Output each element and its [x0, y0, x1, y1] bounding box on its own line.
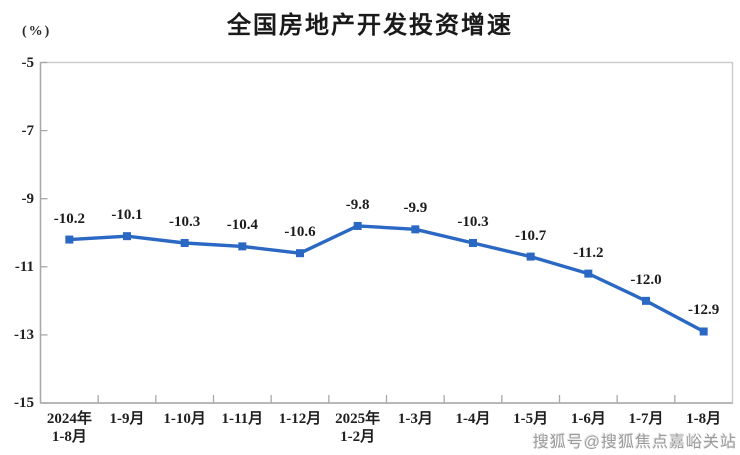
- data-label: -12.0: [630, 271, 662, 288]
- data-point-marker: [469, 238, 477, 247]
- data-label: -12.9: [688, 302, 720, 319]
- data-label: -10.2: [53, 210, 85, 227]
- data-point-marker: [584, 269, 593, 278]
- data-label: -9.8: [345, 196, 370, 213]
- x-tick-label: 2025年 1-2月: [335, 411, 381, 445]
- y-tick-label: -11: [14, 258, 34, 275]
- x-tick-label: 1-5月: [513, 411, 549, 427]
- x-tick-label: 1-10月: [163, 411, 206, 427]
- y-tick-label: -13: [14, 326, 34, 343]
- watermark: 搜狐号@搜狐焦点嘉峪关站: [532, 434, 737, 451]
- y-axis-unit-label: (%): [22, 24, 52, 39]
- data-point-marker: [296, 249, 304, 258]
- data-point-marker: [411, 225, 420, 234]
- x-tick-label: 2024年 1-8月: [46, 411, 92, 445]
- data-line: [67, 224, 706, 334]
- x-tick-label: 1-11月: [221, 411, 264, 427]
- data-label: -10.4: [226, 217, 258, 234]
- y-tick-label: -5: [21, 54, 35, 71]
- x-tick-label: 1-8月: [686, 411, 722, 427]
- data-label: -9.9: [403, 200, 428, 217]
- x-tick-label: 1-6月: [570, 411, 606, 427]
- data-point-marker: [642, 296, 650, 305]
- data-point-marker: [180, 238, 189, 247]
- x-tick-label: 1-7月: [628, 411, 664, 427]
- data-point-marker: [699, 327, 708, 336]
- x-tick-label: 1-12月: [278, 411, 322, 427]
- y-tick-label: -9: [21, 190, 35, 207]
- x-tick-label: 1-4月: [455, 411, 491, 427]
- data-label: -10.3: [457, 213, 489, 230]
- data-label: -10.3: [169, 213, 201, 230]
- y-tick-label: -15: [14, 395, 34, 411]
- data-label: -10.7: [515, 227, 547, 244]
- data-point-marker: [65, 235, 74, 244]
- chart-title: 全国房地产开发投资增速: [227, 12, 513, 39]
- x-tick-label: 1-3月: [397, 411, 433, 427]
- plot-border: [39, 61, 734, 404]
- y-tick-label: -7: [21, 122, 35, 139]
- x-tick-label: 1-9月: [109, 411, 145, 427]
- data-point-marker: [526, 252, 535, 261]
- data-point-marker: [238, 242, 247, 251]
- data-point-marker: [353, 221, 362, 230]
- data-label: -10.6: [284, 224, 316, 241]
- data-label: -11.2: [573, 244, 604, 261]
- data-label: -10.1: [111, 207, 143, 224]
- data-point-marker: [123, 232, 131, 241]
